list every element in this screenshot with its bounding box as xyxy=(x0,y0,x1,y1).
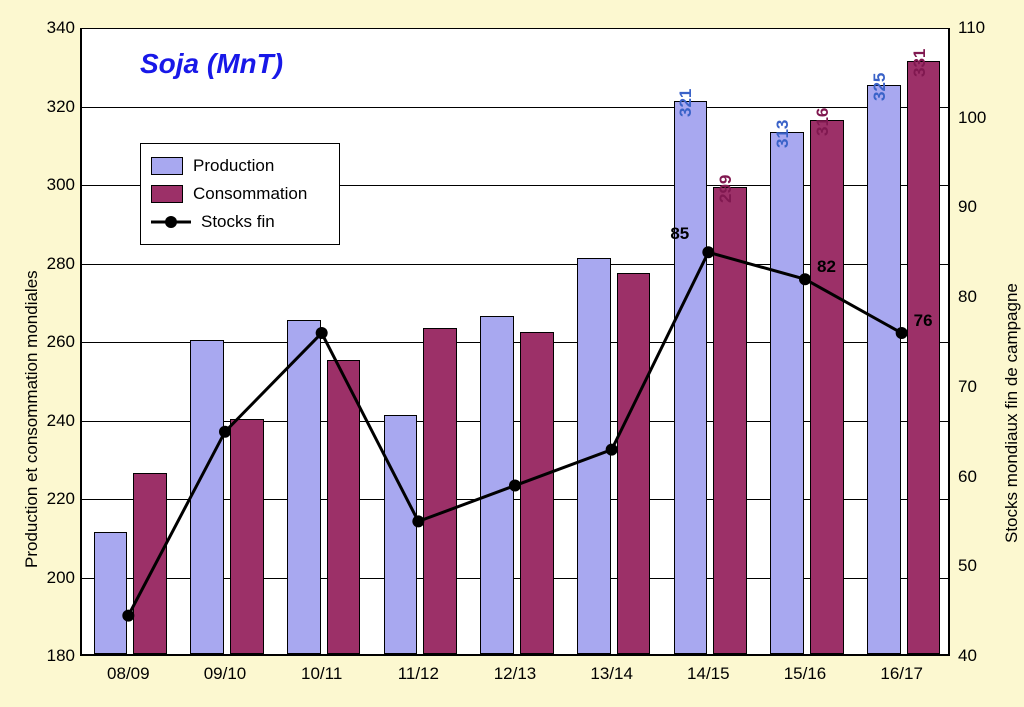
y-right-tick: 60 xyxy=(958,467,977,487)
bar-production xyxy=(577,258,611,654)
bar-consommation xyxy=(133,473,167,654)
legend-item: Production xyxy=(151,152,329,180)
bar-value-label: 313 xyxy=(773,120,793,148)
y-right-tick: 50 xyxy=(958,556,977,576)
chart-container: Soja (MnT) Production et consommation mo… xyxy=(0,0,1024,707)
y-left-tick: 180 xyxy=(35,646,75,666)
bar-consommation xyxy=(617,273,651,654)
legend-swatch xyxy=(151,157,183,175)
y-left-tick: 280 xyxy=(35,254,75,274)
y-axis-right-label: Stocks mondiaux fin de campagne xyxy=(1002,283,1022,543)
x-tick: 08/09 xyxy=(80,664,177,684)
bar-value-label: 325 xyxy=(870,73,890,101)
bar-value-label: 321 xyxy=(676,88,696,116)
y-right-tick: 100 xyxy=(958,108,986,128)
bar-consommation xyxy=(520,332,554,654)
legend-label: Consommation xyxy=(193,184,307,204)
bar-production xyxy=(480,316,514,654)
y-right-tick: 110 xyxy=(958,18,985,38)
bar-value-label: 299 xyxy=(716,175,736,203)
bar-consommation xyxy=(810,120,844,654)
bar-production xyxy=(384,415,418,654)
chart-title: Soja (MnT) xyxy=(140,48,283,80)
legend: Production Consommation Stocks fin xyxy=(140,143,340,245)
y-left-tick: 240 xyxy=(35,411,75,431)
bar-production xyxy=(190,340,224,654)
bar-production xyxy=(674,101,708,654)
x-tick: 15/16 xyxy=(757,664,854,684)
stocks-value-label: 82 xyxy=(817,257,836,277)
bar-value-label: 331 xyxy=(910,49,930,77)
x-tick: 11/12 xyxy=(370,664,467,684)
bar-consommation xyxy=(713,187,747,654)
bar-consommation xyxy=(230,419,264,655)
y-left-tick: 300 xyxy=(35,175,75,195)
x-tick: 12/13 xyxy=(467,664,564,684)
bar-production xyxy=(867,85,901,654)
bar-production xyxy=(94,532,128,654)
legend-swatch xyxy=(151,212,191,232)
legend-swatch xyxy=(151,185,183,203)
stocks-value-label: 85 xyxy=(670,224,689,244)
bar-consommation xyxy=(423,328,457,654)
y-left-tick: 220 xyxy=(35,489,75,509)
bar-consommation xyxy=(907,61,941,654)
grid-line xyxy=(82,28,948,29)
legend-item: Stocks fin xyxy=(151,208,329,236)
y-left-tick: 200 xyxy=(35,568,75,588)
legend-item: Consommation xyxy=(151,180,329,208)
x-tick: 16/17 xyxy=(853,664,950,684)
bar-consommation xyxy=(327,360,361,654)
y-right-tick: 40 xyxy=(958,646,977,666)
y-left-tick: 260 xyxy=(35,332,75,352)
y-right-tick: 90 xyxy=(958,197,977,217)
stocks-value-label: 76 xyxy=(914,311,933,331)
x-tick: 13/14 xyxy=(563,664,660,684)
y-right-tick: 70 xyxy=(958,377,977,397)
y-left-tick: 340 xyxy=(35,18,75,38)
legend-label: Stocks fin xyxy=(201,212,275,232)
x-tick: 10/11 xyxy=(273,664,370,684)
y-right-tick: 80 xyxy=(958,287,977,307)
x-tick: 14/15 xyxy=(660,664,757,684)
bar-value-label: 316 xyxy=(813,108,833,136)
legend-label: Production xyxy=(193,156,274,176)
bar-production xyxy=(287,320,321,654)
bar-production xyxy=(770,132,804,654)
x-tick: 09/10 xyxy=(177,664,274,684)
y-left-tick: 320 xyxy=(35,97,75,117)
